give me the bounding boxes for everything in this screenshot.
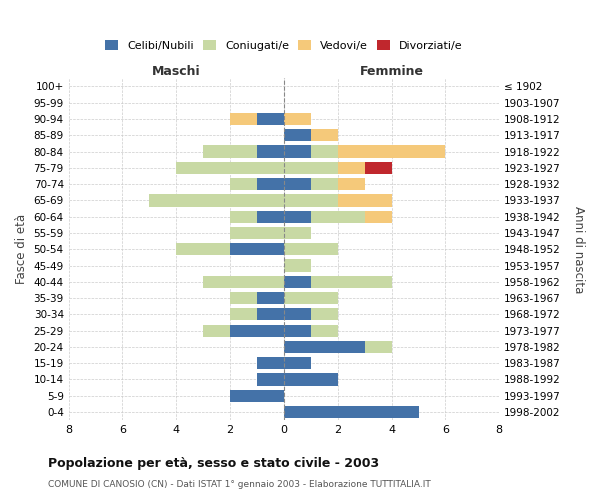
- Bar: [284, 308, 311, 320]
- Bar: [311, 146, 338, 158]
- Bar: [176, 162, 284, 174]
- Bar: [365, 162, 392, 174]
- Bar: [311, 129, 338, 141]
- Legend: Celibi/Nubili, Coniugati/e, Vedovi/e, Divorziati/e: Celibi/Nubili, Coniugati/e, Vedovi/e, Di…: [101, 36, 467, 56]
- Bar: [257, 178, 284, 190]
- Bar: [284, 129, 311, 141]
- Bar: [230, 210, 257, 223]
- Bar: [338, 146, 445, 158]
- Bar: [230, 324, 284, 336]
- Bar: [311, 324, 338, 336]
- Bar: [230, 308, 257, 320]
- Text: COMUNE DI CANOSIO (CN) - Dati ISTAT 1° gennaio 2003 - Elaborazione TUTTITALIA.IT: COMUNE DI CANOSIO (CN) - Dati ISTAT 1° g…: [48, 480, 431, 489]
- Text: Femmine: Femmine: [359, 66, 424, 78]
- Y-axis label: Anni di nascita: Anni di nascita: [572, 206, 585, 293]
- Bar: [230, 243, 284, 256]
- Bar: [284, 227, 311, 239]
- Bar: [338, 194, 392, 206]
- Bar: [338, 162, 365, 174]
- Bar: [203, 146, 257, 158]
- Bar: [284, 324, 311, 336]
- Bar: [257, 146, 284, 158]
- Bar: [311, 276, 392, 288]
- Bar: [257, 308, 284, 320]
- Bar: [230, 390, 284, 402]
- Bar: [176, 243, 230, 256]
- Bar: [284, 243, 338, 256]
- Bar: [203, 276, 284, 288]
- Bar: [257, 113, 284, 125]
- Bar: [284, 374, 338, 386]
- Bar: [284, 276, 311, 288]
- Bar: [203, 324, 230, 336]
- Bar: [230, 227, 284, 239]
- Bar: [257, 374, 284, 386]
- Bar: [284, 341, 365, 353]
- Bar: [311, 308, 338, 320]
- Bar: [311, 178, 338, 190]
- Bar: [257, 210, 284, 223]
- Bar: [230, 113, 257, 125]
- Bar: [284, 194, 338, 206]
- Text: Popolazione per età, sesso e stato civile - 2003: Popolazione per età, sesso e stato civil…: [48, 458, 379, 470]
- Bar: [284, 210, 311, 223]
- Bar: [230, 178, 257, 190]
- Y-axis label: Fasce di età: Fasce di età: [15, 214, 28, 284]
- Text: Maschi: Maschi: [152, 66, 200, 78]
- Bar: [284, 146, 311, 158]
- Bar: [149, 194, 284, 206]
- Bar: [311, 210, 365, 223]
- Bar: [284, 162, 338, 174]
- Bar: [338, 178, 365, 190]
- Bar: [284, 357, 311, 370]
- Bar: [257, 357, 284, 370]
- Bar: [284, 292, 338, 304]
- Bar: [284, 260, 311, 272]
- Bar: [284, 406, 419, 418]
- Bar: [365, 341, 392, 353]
- Bar: [284, 113, 311, 125]
- Bar: [365, 210, 392, 223]
- Bar: [257, 292, 284, 304]
- Bar: [230, 292, 257, 304]
- Bar: [284, 178, 311, 190]
